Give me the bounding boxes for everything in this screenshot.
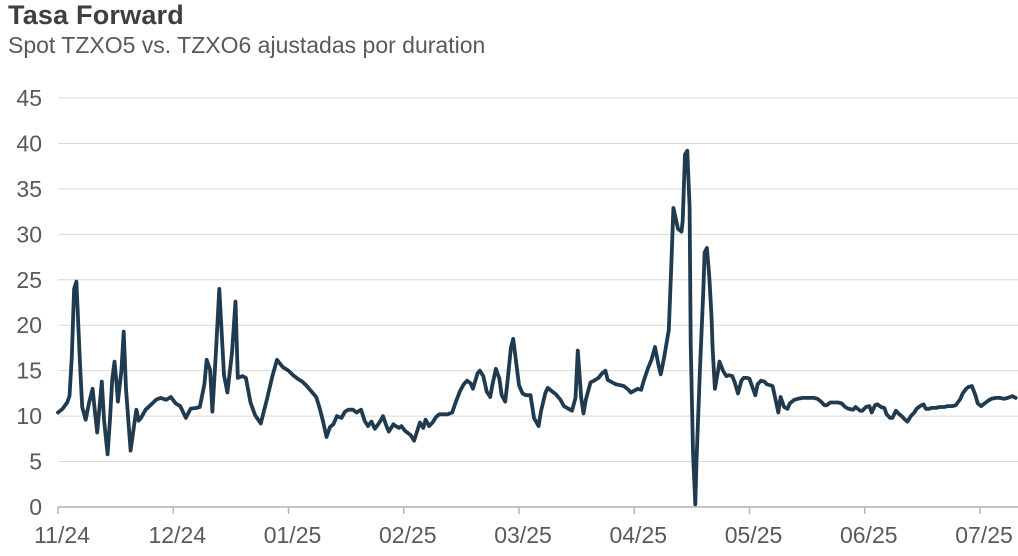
- y-tick-label-20: 20: [16, 312, 42, 338]
- x-tick-label-2: 01/25: [264, 522, 322, 548]
- y-tick-label-40: 40: [16, 130, 42, 156]
- x-tick-label-5: 04/25: [609, 522, 667, 548]
- x-tick-label-1: 12/24: [148, 522, 206, 548]
- page-title: Tasa Forward: [8, 0, 184, 30]
- x-tick-label-3: 02/25: [379, 522, 437, 548]
- x-tick-label-8: 07/25: [955, 522, 1013, 548]
- y-tick-label-0: 0: [29, 494, 42, 520]
- y-tick-label-10: 10: [16, 403, 42, 429]
- forward-rate-series-line: [56, 148, 1018, 507]
- x-tick-label-4: 03/25: [494, 522, 552, 548]
- tick-labels-group: 0 5 10 15 20 25 30 35 40 45 11/24 12/24 01/25 02/25 03…: [16, 85, 1012, 548]
- gridlines-group: [58, 97, 1018, 463]
- chart-subtitle: Spot TZXO5 vs. TZXO6 ajustadas por durat…: [8, 32, 486, 58]
- y-tick-label-15: 15: [16, 358, 42, 384]
- axis-group: [57, 506, 1018, 514]
- y-tick-label-30: 30: [16, 221, 42, 247]
- y-tick-label-5: 5: [29, 449, 42, 475]
- series-group: [56, 148, 1018, 507]
- y-tick-label-25: 25: [16, 267, 42, 293]
- x-tick-label-7: 06/25: [840, 522, 898, 548]
- x-tick-label-6: 05/25: [725, 522, 783, 548]
- y-tick-label-35: 35: [16, 176, 42, 202]
- x-tick-label-0: 11/24: [34, 522, 90, 548]
- y-tick-label-45: 45: [16, 85, 42, 111]
